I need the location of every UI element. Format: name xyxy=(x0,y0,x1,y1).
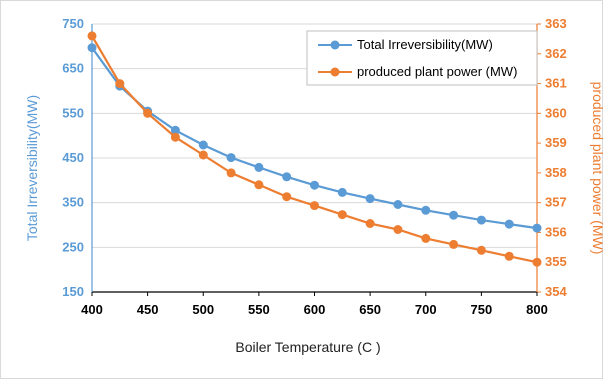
data-point-series-0-725 xyxy=(449,210,459,220)
data-point-series-0-700 xyxy=(421,205,431,215)
data-point-series-0-750 xyxy=(476,215,486,225)
right-tick-label: 358 xyxy=(545,165,567,180)
right-tick-label: 359 xyxy=(545,135,567,150)
right-tick-label: 354 xyxy=(545,284,567,299)
data-point-series-0-650 xyxy=(365,194,375,204)
legend-marker-irreversibility xyxy=(330,40,340,50)
data-point-series-0-675 xyxy=(393,200,403,209)
x-tick-label: 550 xyxy=(248,302,270,317)
legend-box xyxy=(306,30,538,86)
right-tick-label: 360 xyxy=(545,105,567,120)
data-point-series-1-575 xyxy=(282,192,292,202)
data-point-series-1-650 xyxy=(365,219,375,228)
data-point-series-1-450 xyxy=(143,108,153,118)
left-tick-label: 350 xyxy=(62,195,84,210)
x-axis-title: Boiler Temperature (C ) xyxy=(235,339,380,355)
right-tick-label: 362 xyxy=(545,46,567,61)
data-point-series-1-400 xyxy=(87,31,97,41)
left-axis-ticks: 150 250 350 450 550 650 750 xyxy=(62,16,84,299)
right-tick-label: 356 xyxy=(545,224,567,239)
data-point-series-0-500 xyxy=(198,140,208,150)
x-tick-label: 700 xyxy=(415,302,437,317)
data-point-series-0-550 xyxy=(254,162,264,172)
data-point-series-0-600 xyxy=(310,180,319,190)
legend-label-irreversibility: Total Irreversibility(MW) xyxy=(357,37,493,52)
left-tick-label: 450 xyxy=(62,150,84,165)
legend-marker-plant-power xyxy=(330,67,340,77)
data-point-series-1-525 xyxy=(226,168,236,178)
data-point-series-1-725 xyxy=(449,239,459,249)
data-point-series-0-475 xyxy=(170,125,180,135)
data-point-series-1-700 xyxy=(421,233,431,243)
data-point-series-1-475 xyxy=(170,132,180,142)
x-tick-label: 600 xyxy=(304,302,326,317)
right-tick-label: 361 xyxy=(545,76,567,91)
legend: Total Irreversibility(MW) produced plant… xyxy=(306,30,538,86)
right-axis-ticks: 354 355 356 357 358 359 360 361 362 363 xyxy=(537,16,567,299)
data-point-series-1-775 xyxy=(504,251,514,261)
data-point-series-1-550 xyxy=(254,180,264,190)
data-point-series-0-800 xyxy=(532,223,542,233)
left-tick-label: 250 xyxy=(62,239,84,254)
data-point-series-0-400 xyxy=(87,43,97,53)
right-tick-label: 363 xyxy=(545,16,567,31)
right-tick-label: 357 xyxy=(545,195,567,210)
x-tick-label: 650 xyxy=(359,302,381,317)
x-tick-label: 750 xyxy=(471,302,493,317)
data-point-series-0-525 xyxy=(226,153,236,163)
right-axis-title: produced plant power (MW) xyxy=(590,82,603,255)
right-tick-label: 355 xyxy=(545,254,567,269)
left-axis-title: Total Irreversibility(MW) xyxy=(24,95,40,241)
left-tick-label: 550 xyxy=(62,105,84,120)
data-point-series-1-750 xyxy=(476,245,486,255)
data-point-series-0-775 xyxy=(504,219,514,229)
x-tick-label: 400 xyxy=(81,302,103,317)
x-tick-label: 800 xyxy=(526,302,548,317)
data-point-series-1-600 xyxy=(310,201,319,211)
data-point-series-1-800 xyxy=(532,257,542,267)
data-point-series-1-625 xyxy=(337,210,347,220)
data-point-series-1-500 xyxy=(198,150,208,160)
left-tick-label: 650 xyxy=(62,61,84,76)
data-point-series-1-425 xyxy=(115,79,125,89)
series xyxy=(87,31,542,267)
x-tick-label: 450 xyxy=(137,302,159,317)
data-point-series-0-625 xyxy=(337,187,347,197)
data-point-series-0-575 xyxy=(282,172,292,182)
left-tick-label: 750 xyxy=(62,16,84,31)
legend-label-plant-power: produced plant power (MW) xyxy=(357,64,517,79)
x-axis-ticks: 400 450 500 550 600 650 700 750 800 xyxy=(81,292,548,317)
left-tick-label: 150 xyxy=(62,284,84,299)
x-tick-label: 500 xyxy=(192,302,214,317)
data-point-series-1-675 xyxy=(393,225,403,234)
